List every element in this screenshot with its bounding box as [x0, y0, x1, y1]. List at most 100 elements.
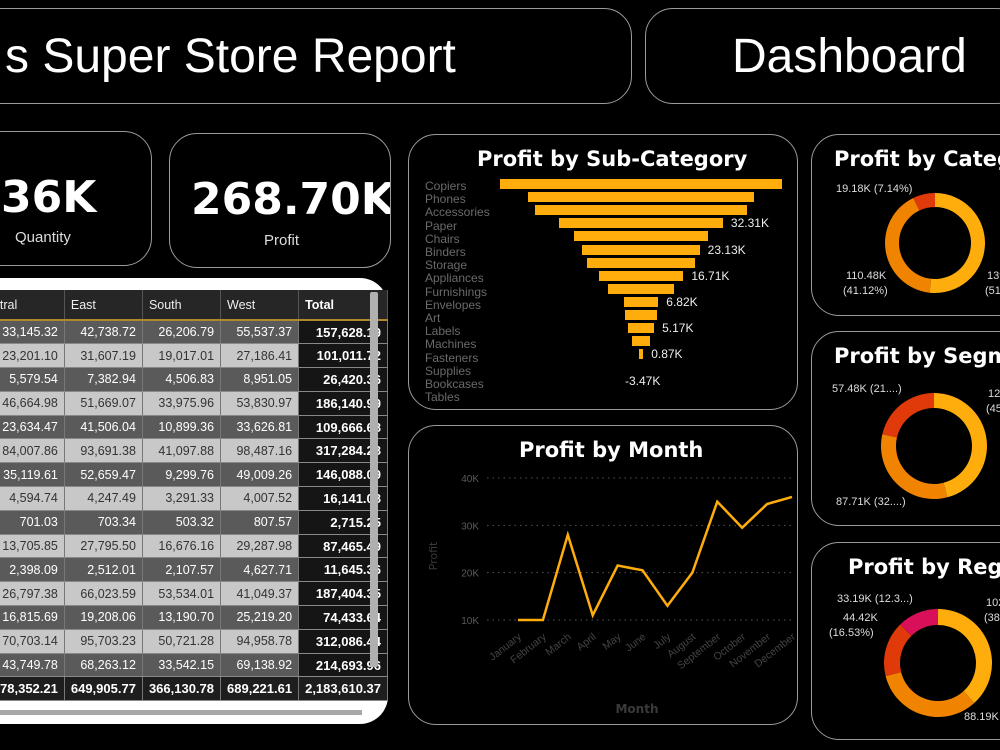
- segment-label-homeoffice: 57.48K (21....): [832, 383, 902, 395]
- column-header-east[interactable]: East: [64, 290, 143, 321]
- profit-line[interactable]: [518, 495, 793, 622]
- table-cell: 19,208.06: [64, 605, 143, 630]
- table-cell: 7,382.94: [64, 367, 143, 392]
- table-row[interactable]: 43,749.78 68,263.12 33,542.15 69,138.92 214,…: [0, 653, 388, 678]
- grand-total-cell: 689,221.61: [220, 676, 300, 702]
- report-title: s Super Store Report: [5, 29, 456, 83]
- subcategory-data-label: 32.31K: [730, 216, 769, 231]
- donut-slice[interactable]: [900, 609, 938, 636]
- subcategory-bar[interactable]: [624, 310, 658, 320]
- table-horizontal-scrollbar[interactable]: [0, 710, 362, 715]
- table-cell: 33,975.96: [142, 391, 222, 416]
- donut-slice[interactable]: [882, 393, 934, 438]
- subcategory-label: Copiers: [425, 179, 467, 193]
- subcategory-bar[interactable]: [632, 336, 650, 347]
- donut-slice[interactable]: [934, 393, 987, 498]
- table-row[interactable]: 84,007.86 93,691.38 41,097.88 98,487.16 317,…: [0, 438, 388, 464]
- region-label-central-pct: (16.53%): [829, 627, 874, 639]
- table-cell: 94,958.78: [220, 629, 300, 654]
- subcategory-bar[interactable]: [582, 244, 700, 255]
- subcategory-label: Appliances: [425, 271, 484, 286]
- report-title-card: s Super Store Report: [0, 8, 632, 104]
- subcategory-label: Tables: [425, 390, 460, 405]
- table-cell: 55,537.37: [220, 320, 300, 345]
- subcategory-bar[interactable]: [586, 257, 695, 268]
- subcategory-bar[interactable]: [638, 349, 644, 360]
- table-cell: 703.34: [64, 510, 143, 535]
- table-cell: 33,626.81: [220, 415, 300, 440]
- table-cell: 10,899.36: [142, 415, 222, 440]
- segment-donut: [881, 393, 987, 499]
- subcategory-bar[interactable]: [534, 205, 748, 216]
- table-cell: 807.57: [220, 510, 300, 535]
- table-cell: 9,299.76: [142, 462, 222, 488]
- subcategory-bar[interactable]: [500, 179, 782, 189]
- subcategory-label: Phones: [425, 192, 466, 207]
- table-cell: 35,119.61: [0, 462, 65, 488]
- kpi-profit-value: 268.70K: [191, 174, 391, 225]
- table-row[interactable]: 46,664.98 51,669.07 33,975.96 53,830.97 186,…: [0, 391, 388, 416]
- table-cell: 26,206.79: [142, 320, 222, 345]
- donut-slice[interactable]: [885, 197, 932, 293]
- donut-slice[interactable]: [913, 193, 935, 211]
- region-chart-title: Profit by Regio: [848, 555, 1000, 579]
- subcategory-bar[interactable]: [627, 323, 655, 334]
- subcategory-bar[interactable]: [623, 296, 659, 307]
- column-header-south[interactable]: South: [142, 290, 222, 321]
- subcategory-bar[interactable]: [607, 283, 675, 294]
- dashboard-button[interactable]: Dashboard: [645, 8, 1000, 104]
- row-total-cell: 317,284.28: [298, 438, 388, 464]
- subcategory-label: Accessories: [425, 205, 490, 220]
- subcategory-label: Storage: [425, 258, 468, 273]
- subcategory-bar[interactable]: [573, 231, 709, 242]
- table-cell: 53,534.01: [142, 581, 222, 607]
- x-tick-label: March: [543, 631, 574, 659]
- table-cell: 503.32: [142, 510, 222, 535]
- profit-matrix-table: entral East South West Total 33,145.3242…: [0, 290, 388, 702]
- segment-chart-title: Profit by Segme: [834, 344, 1000, 368]
- table-cell: 23,634.47: [0, 415, 65, 440]
- month-chart-card: Profit by Month 40K 30K 20K 10K January Febru…: [408, 425, 798, 725]
- column-header-central[interactable]: entral: [0, 290, 65, 321]
- table-row[interactable]: 33,145.32 42,738.72 26,206.79 55,537.37 157,…: [0, 320, 388, 345]
- table-cell: 2,107.57: [142, 557, 222, 583]
- category-label-furniture-value: 110.48K: [846, 270, 887, 282]
- subcategory-bar[interactable]: [598, 270, 684, 281]
- column-header-west[interactable]: West: [220, 290, 300, 321]
- table-cell: 41,097.88: [142, 438, 222, 464]
- table-cell: 701.03: [0, 510, 65, 535]
- subcategory-label: Art: [425, 311, 441, 326]
- donut-slice[interactable]: [929, 193, 985, 293]
- donut-slice[interactable]: [885, 672, 975, 717]
- subcategory-data-label: -3.47K: [625, 373, 661, 388]
- table-row[interactable]: 26,797.38 66,023.59 53,534.01 41,049.37 187,…: [0, 581, 388, 607]
- table-cell: 26,797.38: [0, 581, 65, 607]
- table-row[interactable]: 5,579.54 7,382.94 4,506.83 8,951.05 26,420.3…: [0, 367, 388, 392]
- donut-slice[interactable]: [881, 434, 948, 499]
- subcategory-bar[interactable]: [559, 218, 723, 229]
- region-chart-card: Profit by Regio 33.19K (12.3...) 44.42K …: [811, 542, 1000, 740]
- table-row[interactable]: 16,815.69 19,208.06 13,190.70 25,219.20 74,4…: [0, 605, 388, 630]
- table-vertical-scrollbar[interactable]: [370, 292, 378, 667]
- table-cell: 27,795.50: [64, 534, 143, 559]
- dashboard-label: Dashboard: [732, 29, 967, 83]
- donut-slice[interactable]: [938, 609, 992, 704]
- table-row[interactable]: 70,703.14 95,703.23 50,721.28 94,958.78 312,…: [0, 629, 388, 654]
- subcategory-data-label: 5.17K: [662, 321, 694, 336]
- table-row[interactable]: 23,201.10 31,607.19 19,017.01 27,186.41 101,…: [0, 343, 388, 369]
- table-cell: 4,247.49: [64, 486, 143, 511]
- donut-slice[interactable]: [884, 624, 912, 677]
- subcategory-label: Paper: [425, 218, 458, 233]
- table-cell: 46,664.98: [0, 391, 65, 416]
- subcategory-bar[interactable]: [528, 192, 754, 203]
- table-row[interactable]: 13,705.85 27,795.50 16,676.16 29,287.98 87,4…: [0, 534, 388, 559]
- table-row[interactable]: 35,119.61 52,659.47 9,299.76 49,009.26 146,0…: [0, 462, 388, 488]
- table-cell: 52,659.47: [64, 462, 143, 488]
- region-label-south: 33.19K (12.3...): [837, 593, 913, 605]
- table-row[interactable]: 4,594.74 4,247.49 3,291.33 4,007.52 16,141.0…: [0, 486, 388, 511]
- table-row[interactable]: 2,398.09 2,512.01 2,107.57 4,627.71 11,645.3…: [0, 557, 388, 583]
- y-tick-label: 10K: [461, 616, 479, 627]
- table-cell: 33,145.32: [0, 320, 65, 345]
- table-row[interactable]: 701.03 703.34 503.32 807.57 2,715.25: [0, 510, 388, 535]
- table-row[interactable]: 23,634.47 41,506.04 10,899.36 33,626.81 109,…: [0, 415, 388, 440]
